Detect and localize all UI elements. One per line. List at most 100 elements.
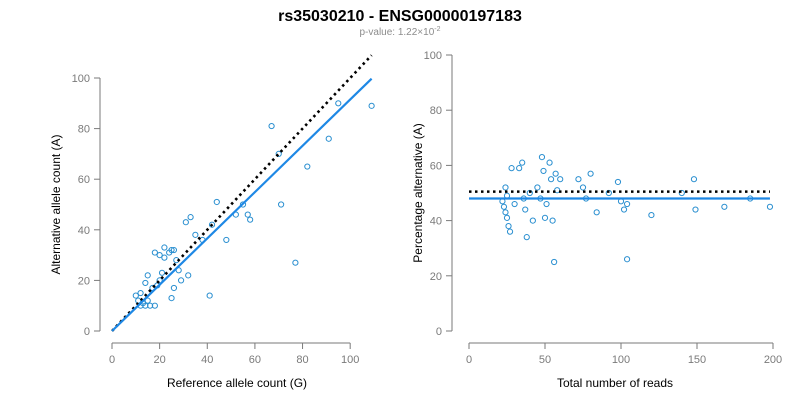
y-tick-label: 20	[430, 271, 442, 283]
y-axis-label: Alternative allele count (A)	[49, 134, 63, 274]
y-tick-label: 100	[424, 50, 442, 62]
data-point	[503, 214, 511, 221]
data-point	[579, 184, 587, 191]
data-point	[158, 269, 166, 276]
data-point	[549, 217, 556, 224]
data-point	[593, 209, 600, 216]
data-point	[213, 198, 220, 206]
data-point	[161, 244, 168, 251]
y-tick-label: 80	[430, 105, 442, 117]
data-point	[551, 258, 558, 266]
x-tick-label: 40	[201, 354, 213, 366]
data-point	[247, 216, 254, 223]
data-point	[554, 187, 561, 194]
data-point	[614, 178, 622, 186]
subtitle-exponent: -2	[434, 26, 440, 33]
data-point	[335, 100, 342, 107]
data-point	[541, 214, 549, 221]
data-point	[522, 206, 529, 213]
data-point	[557, 176, 564, 183]
x-tick-label: 50	[539, 354, 551, 366]
data-point	[587, 170, 594, 177]
data-point	[529, 217, 536, 224]
y-tick-label: 40	[78, 225, 90, 237]
subtitle-text: p-value: 1.22×10	[359, 27, 434, 38]
data-point	[766, 203, 774, 210]
x-tick-label: 100	[612, 354, 630, 366]
y-tick-label: 20	[78, 275, 90, 287]
y-tick-label: 0	[84, 326, 90, 338]
x-axis-label: Total number of reads	[557, 376, 673, 390]
data-point	[516, 165, 523, 172]
x-tick-label: 0	[109, 354, 115, 366]
y-tick-label: 100	[72, 73, 90, 85]
data-point	[511, 200, 518, 208]
data-point	[292, 259, 299, 266]
x-tick-label: 0	[466, 354, 472, 366]
data-point	[239, 201, 247, 208]
data-point	[182, 219, 189, 226]
y-tick-label: 0	[436, 326, 442, 338]
data-point	[500, 203, 508, 210]
y-tick-label: 60	[430, 160, 442, 172]
data-point	[552, 170, 559, 177]
data-point	[623, 200, 631, 208]
data-point	[304, 163, 311, 170]
data-point	[275, 150, 282, 157]
data-point	[546, 159, 553, 166]
data-point	[534, 184, 541, 191]
data-point	[519, 159, 526, 166]
data-point	[156, 252, 163, 259]
data-point	[187, 214, 194, 221]
data-point	[170, 246, 178, 254]
data-point	[192, 231, 199, 238]
data-point	[151, 249, 158, 256]
data-point	[325, 135, 332, 142]
y-axis-label: Percentage alternative (A)	[411, 123, 425, 262]
data-point	[144, 297, 151, 304]
data-point	[523, 234, 530, 241]
data-point	[506, 228, 514, 235]
data-point	[144, 272, 151, 279]
data-point	[168, 295, 175, 302]
data-point	[142, 279, 149, 287]
data-point	[177, 277, 185, 284]
data-point	[268, 122, 275, 130]
data-point	[508, 165, 515, 172]
data-point	[623, 256, 631, 263]
data-point	[244, 211, 251, 218]
data-point	[223, 236, 230, 244]
left-scatter-panel: 0 20 40 60 80 100 0 20 40 60 80 100 Reference allele…	[49, 54, 375, 390]
data-point	[538, 154, 546, 161]
data-point	[161, 254, 168, 261]
data-point	[690, 176, 698, 183]
data-point	[151, 302, 158, 309]
data-point	[502, 184, 509, 191]
data-point	[540, 167, 547, 175]
data-point	[170, 284, 178, 292]
data-point	[278, 201, 285, 208]
chart-title: rs35030210 - ENSG00000197183	[278, 8, 522, 25]
data-point	[208, 221, 216, 228]
data-point	[168, 246, 175, 254]
chart-subtitle: p-value: 1.22×10-2	[359, 26, 440, 38]
x-tick-label: 80	[296, 354, 308, 366]
data-point	[547, 176, 555, 183]
data-point	[368, 102, 375, 109]
x-tick-label: 100	[341, 354, 359, 366]
right-scatter-panel: 0 50 100 150 200 0 20 40 60 80 100 Total number of …	[411, 50, 782, 390]
x-tick-label: 20	[154, 354, 166, 366]
data-point	[505, 223, 512, 230]
data-point	[185, 272, 192, 279]
data-point	[206, 292, 213, 299]
data-point	[575, 176, 582, 183]
y-tick-label: 40	[430, 216, 442, 228]
data-point	[721, 203, 728, 210]
x-tick-label: 150	[688, 354, 706, 366]
fit-line	[111, 77, 373, 332]
data-point	[620, 206, 628, 213]
data-point	[648, 211, 655, 219]
data-point	[137, 289, 144, 297]
data-point	[692, 206, 699, 213]
